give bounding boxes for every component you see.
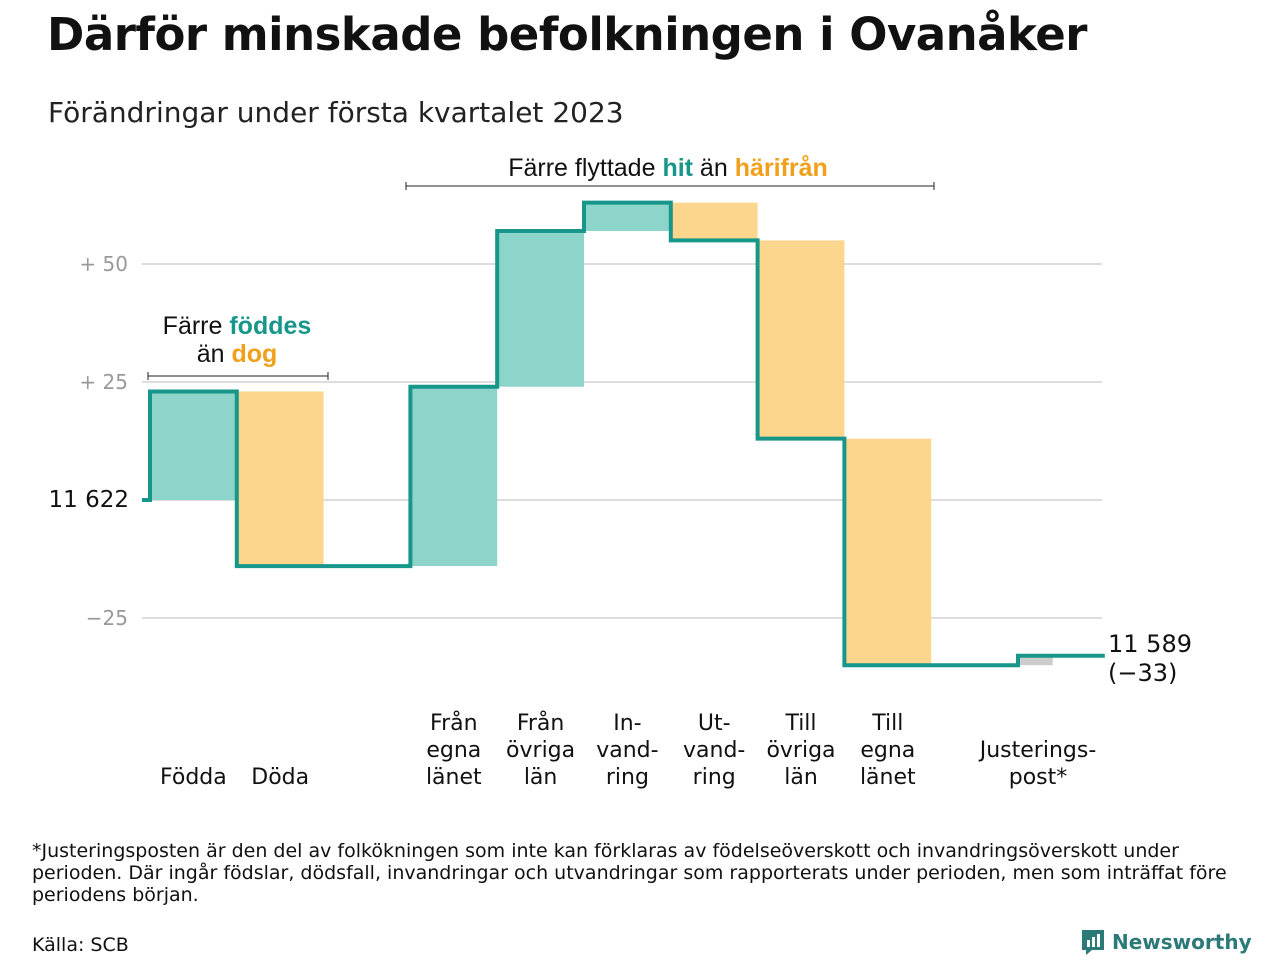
gridlines: [142, 263, 1102, 619]
x-category-label: egna: [426, 738, 481, 763]
y-tick-label: −25: [86, 606, 128, 630]
x-category-label: Från: [517, 710, 565, 736]
x-category-label: vand-: [596, 738, 658, 763]
newsworthy-icon: [1082, 930, 1104, 955]
bar-decrease: [844, 438, 932, 666]
x-category-label: Justerings-: [978, 738, 1097, 763]
x-category-label: län: [524, 765, 558, 790]
bar-decrease: [670, 202, 758, 241]
start-value-label: 11 622: [49, 487, 129, 513]
x-category-label: övriga: [506, 738, 575, 763]
x-category-label: Till: [784, 711, 816, 736]
migration-annotation: Färre flyttade hit än härifrån: [405, 154, 935, 190]
bar-increase: [584, 202, 671, 231]
svg-text:än dog: än dog: [197, 340, 278, 368]
bars: [150, 202, 1053, 666]
bar-increase: [150, 391, 237, 500]
bar-increase: [497, 230, 584, 387]
y-tick-label: + 25: [79, 370, 128, 394]
x-category-label: egna: [860, 738, 915, 763]
annotation-text: än: [197, 340, 232, 368]
brand-logo: Newsworthy: [1080, 928, 1252, 956]
x-category-label: In-: [613, 711, 641, 736]
end-value-label: 11 589: [1108, 630, 1192, 658]
x-category-label: övriga: [766, 738, 835, 763]
x-category-label: post*: [1009, 765, 1068, 790]
annotation-highlight: föddes: [229, 312, 311, 340]
x-category-label: vand-: [683, 738, 745, 763]
bar-decrease: [757, 240, 845, 439]
y-tick-label: + 50: [79, 252, 128, 276]
source-label: Källa: SCB: [32, 934, 129, 956]
footnote: *Justeringsposten är den del av folkökni…: [32, 840, 1227, 906]
bar-increase: [410, 386, 498, 567]
annotation-text: Färre flyttade: [508, 154, 662, 182]
brand-name: Newsworthy: [1112, 930, 1252, 954]
annotation-text: Färre: [163, 312, 230, 340]
x-category-label: ring: [693, 765, 736, 790]
annotation-highlight: hit: [662, 154, 693, 182]
svg-text:Färre flyttade hit än härifrån: Färre flyttade hit än härifrån: [508, 154, 828, 182]
x-category-label: Döda: [251, 765, 309, 790]
x-category-label: länet: [860, 765, 916, 790]
end-change-label: (−33): [1108, 659, 1177, 687]
x-category-label: Ut-: [698, 711, 731, 736]
x-category-label: ring: [606, 765, 649, 790]
svg-text:Färre föddes: Färre föddes: [163, 312, 312, 340]
annotation-highlight: härifrån: [735, 154, 828, 182]
x-category-label: län: [784, 765, 818, 790]
x-category-label: länet: [426, 765, 482, 790]
annotation-highlight: dog: [231, 340, 277, 368]
y-tick-labels: + 50 + 25 −25: [79, 252, 128, 630]
annotation-text: än: [693, 154, 735, 182]
bar-decrease: [236, 391, 324, 567]
x-category-label: Till: [871, 711, 903, 736]
bar-adjustment: [1018, 655, 1053, 666]
x-category-label: Från: [430, 710, 478, 736]
cumulative-step-line: [142, 200, 1105, 668]
x-category-labels: Födda DödaFrånegnalänetFrånövrigalänIn-va…: [160, 710, 1096, 790]
waterfall-chart: + 50 + 25 −25 Färre föddes än dog Färre fl…: [49, 154, 1192, 790]
chart-title: Därför minskade befolkningen i Ovanåker: [47, 8, 1087, 61]
chart-subtitle: Förändringar under första kvartalet 2023: [48, 96, 624, 129]
births-deaths-annotation: Färre föddes än dog: [147, 312, 329, 380]
x-category-label: Födda: [160, 765, 227, 790]
